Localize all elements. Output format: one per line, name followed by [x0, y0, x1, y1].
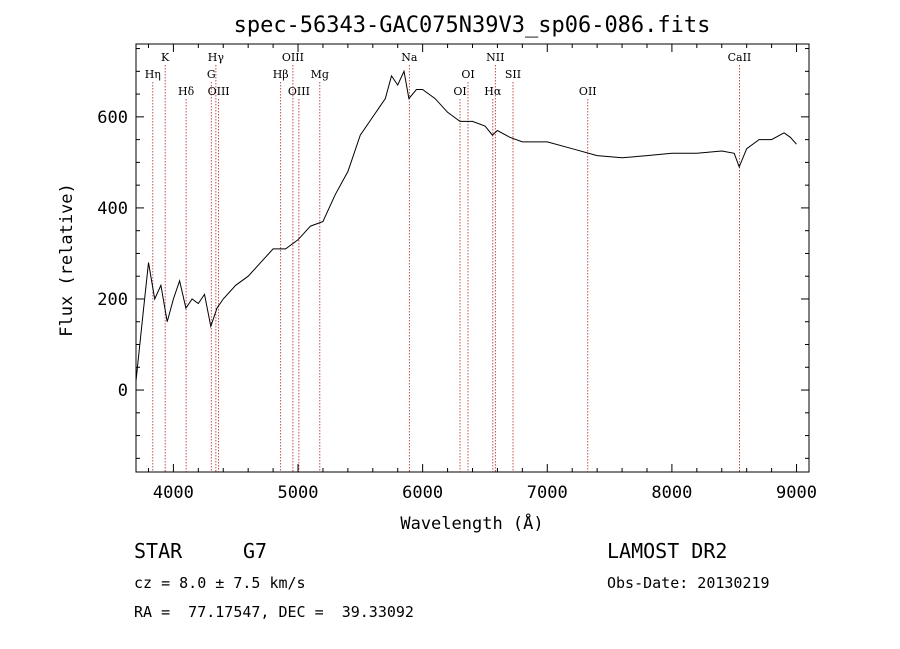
x-tick-label: 8000 — [651, 483, 692, 503]
y-tick-label: 400 — [97, 199, 128, 219]
spectral-line-label: K — [161, 51, 170, 64]
spectral-line-label: OIII — [288, 85, 310, 98]
spectral-line-label: Hβ — [273, 68, 289, 81]
spectral-line-label: OIII — [208, 85, 230, 98]
survey-name: LAMOST DR2 — [607, 539, 728, 563]
x-axis-label: Wavelength (Å) — [400, 512, 543, 534]
y-tick-label: 0 — [118, 381, 128, 401]
x-tick-label: 7000 — [527, 483, 568, 503]
spectral-line-label: NII — [486, 51, 504, 64]
spectral-line-label: OI — [461, 68, 474, 81]
redshift-cz: cz = 8.0 ± 7.5 km/s — [134, 574, 306, 592]
spectral-line-label: OII — [579, 85, 597, 98]
spectral-line-markers — [152, 65, 740, 472]
y-axis-label: Flux (relative) — [57, 183, 77, 337]
x-tick-label: 6000 — [402, 483, 443, 503]
spectral-line-label: Hδ — [178, 85, 195, 98]
spectral-line-label: CaII — [728, 51, 752, 64]
object-subclass: G7 — [243, 539, 268, 563]
spectral-line-label: OI — [453, 85, 466, 98]
y-tick-label: 600 — [97, 108, 128, 128]
spectral-line-label: Hγ — [208, 51, 225, 64]
plot-frame — [135, 43, 810, 473]
x-axis: 4000 5000 6000 7000 8000 9000 — [147, 44, 817, 503]
spectral-line-label: SII — [505, 68, 521, 81]
spectral-line-labels: HηKHδHγGOIIIOIIIHβOIIIMgNaOIOINIIHαSIIOI… — [145, 51, 752, 98]
spectral-line-label: Mg — [311, 68, 329, 81]
y-tick-label: 200 — [97, 290, 128, 310]
spectral-line-label: Hα — [484, 85, 502, 98]
spectral-line-label: Hη — [145, 68, 161, 81]
ra-dec-coordinates: RA = 77.17547, DEC = 39.33092 — [134, 603, 414, 621]
spectral-line-label: G — [207, 68, 216, 81]
x-tick-label: 5000 — [278, 483, 319, 503]
y-axis: 0 200 400 600 — [97, 48, 809, 459]
spectrum-series — [135, 69, 797, 381]
x-tick-label: 4000 — [153, 483, 194, 503]
spectral-line-label: Na — [401, 51, 418, 64]
object-class: STAR — [134, 539, 183, 563]
chart-title: spec-56343-GAC075N39V3_sp06-086.fits — [234, 13, 711, 38]
spectral-line-label: OIII — [282, 51, 304, 64]
observation-date: Obs-Date: 20130219 — [607, 574, 770, 592]
x-tick-label: 9000 — [776, 483, 817, 503]
